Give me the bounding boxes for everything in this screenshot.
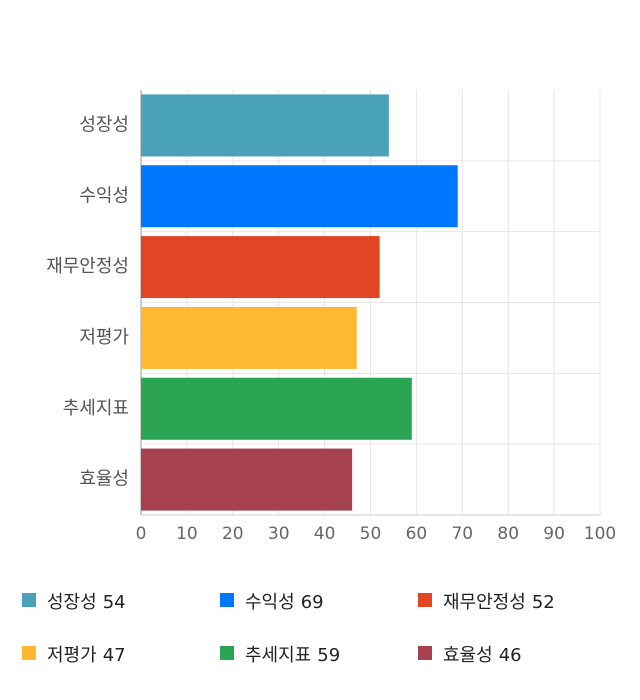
legend-value: 52 bbox=[532, 592, 555, 613]
y-tick-label: 저평가 bbox=[79, 327, 129, 348]
legend-label: 저평가 47 bbox=[47, 645, 126, 666]
legend-swatch bbox=[418, 646, 432, 660]
y-tick-label: 추세지표 bbox=[63, 398, 129, 419]
x-tick-label: 90 bbox=[543, 524, 565, 544]
legend-name: 성장성 bbox=[47, 592, 97, 613]
legend-name: 효율성 bbox=[443, 645, 493, 666]
legend-value: 69 bbox=[301, 592, 324, 613]
bar bbox=[141, 377, 412, 440]
legend-swatch bbox=[22, 646, 36, 660]
legend-name: 재무안정성 bbox=[443, 592, 526, 613]
bar bbox=[141, 306, 357, 369]
legend-swatch bbox=[220, 593, 234, 607]
x-tick-label: 70 bbox=[451, 524, 473, 544]
legend-swatch bbox=[22, 593, 36, 607]
y-tick-label: 재무안정성 bbox=[46, 256, 129, 277]
bar bbox=[141, 165, 458, 228]
x-tick-label: 50 bbox=[360, 524, 382, 544]
legend-label: 재무안정성 52 bbox=[443, 592, 555, 613]
legend-swatch bbox=[418, 593, 432, 607]
legend-value: 59 bbox=[317, 645, 340, 666]
legend-swatch bbox=[220, 646, 234, 660]
x-tick-label: 80 bbox=[497, 524, 519, 544]
bar bbox=[141, 94, 389, 157]
legend-label: 추세지표 59 bbox=[245, 645, 340, 666]
x-tick-label: 100 bbox=[584, 524, 616, 544]
x-tick-label: 40 bbox=[314, 524, 336, 544]
y-tick-label: 수익성 bbox=[79, 185, 129, 206]
legend-label: 성장성 54 bbox=[47, 592, 126, 613]
x-tick-label: 30 bbox=[268, 524, 290, 544]
legend-name: 추세지표 bbox=[245, 645, 311, 666]
x-tick-label: 0 bbox=[136, 524, 147, 544]
x-tick-label: 10 bbox=[176, 524, 198, 544]
x-tick-label: 60 bbox=[406, 524, 428, 544]
bar bbox=[141, 236, 380, 299]
legend-value: 47 bbox=[103, 645, 126, 666]
y-tick-label: 효율성 bbox=[79, 469, 129, 490]
legend-label: 수익성 69 bbox=[245, 592, 324, 613]
y-tick-label: 성장성 bbox=[79, 114, 129, 135]
x-tick-label: 20 bbox=[222, 524, 244, 544]
bar bbox=[141, 448, 353, 511]
legend-label: 효율성 46 bbox=[443, 645, 522, 666]
legend-value: 54 bbox=[103, 592, 126, 613]
legend-value: 46 bbox=[499, 645, 522, 666]
legend-name: 저평가 bbox=[47, 645, 97, 666]
legend-name: 수익성 bbox=[245, 592, 295, 613]
